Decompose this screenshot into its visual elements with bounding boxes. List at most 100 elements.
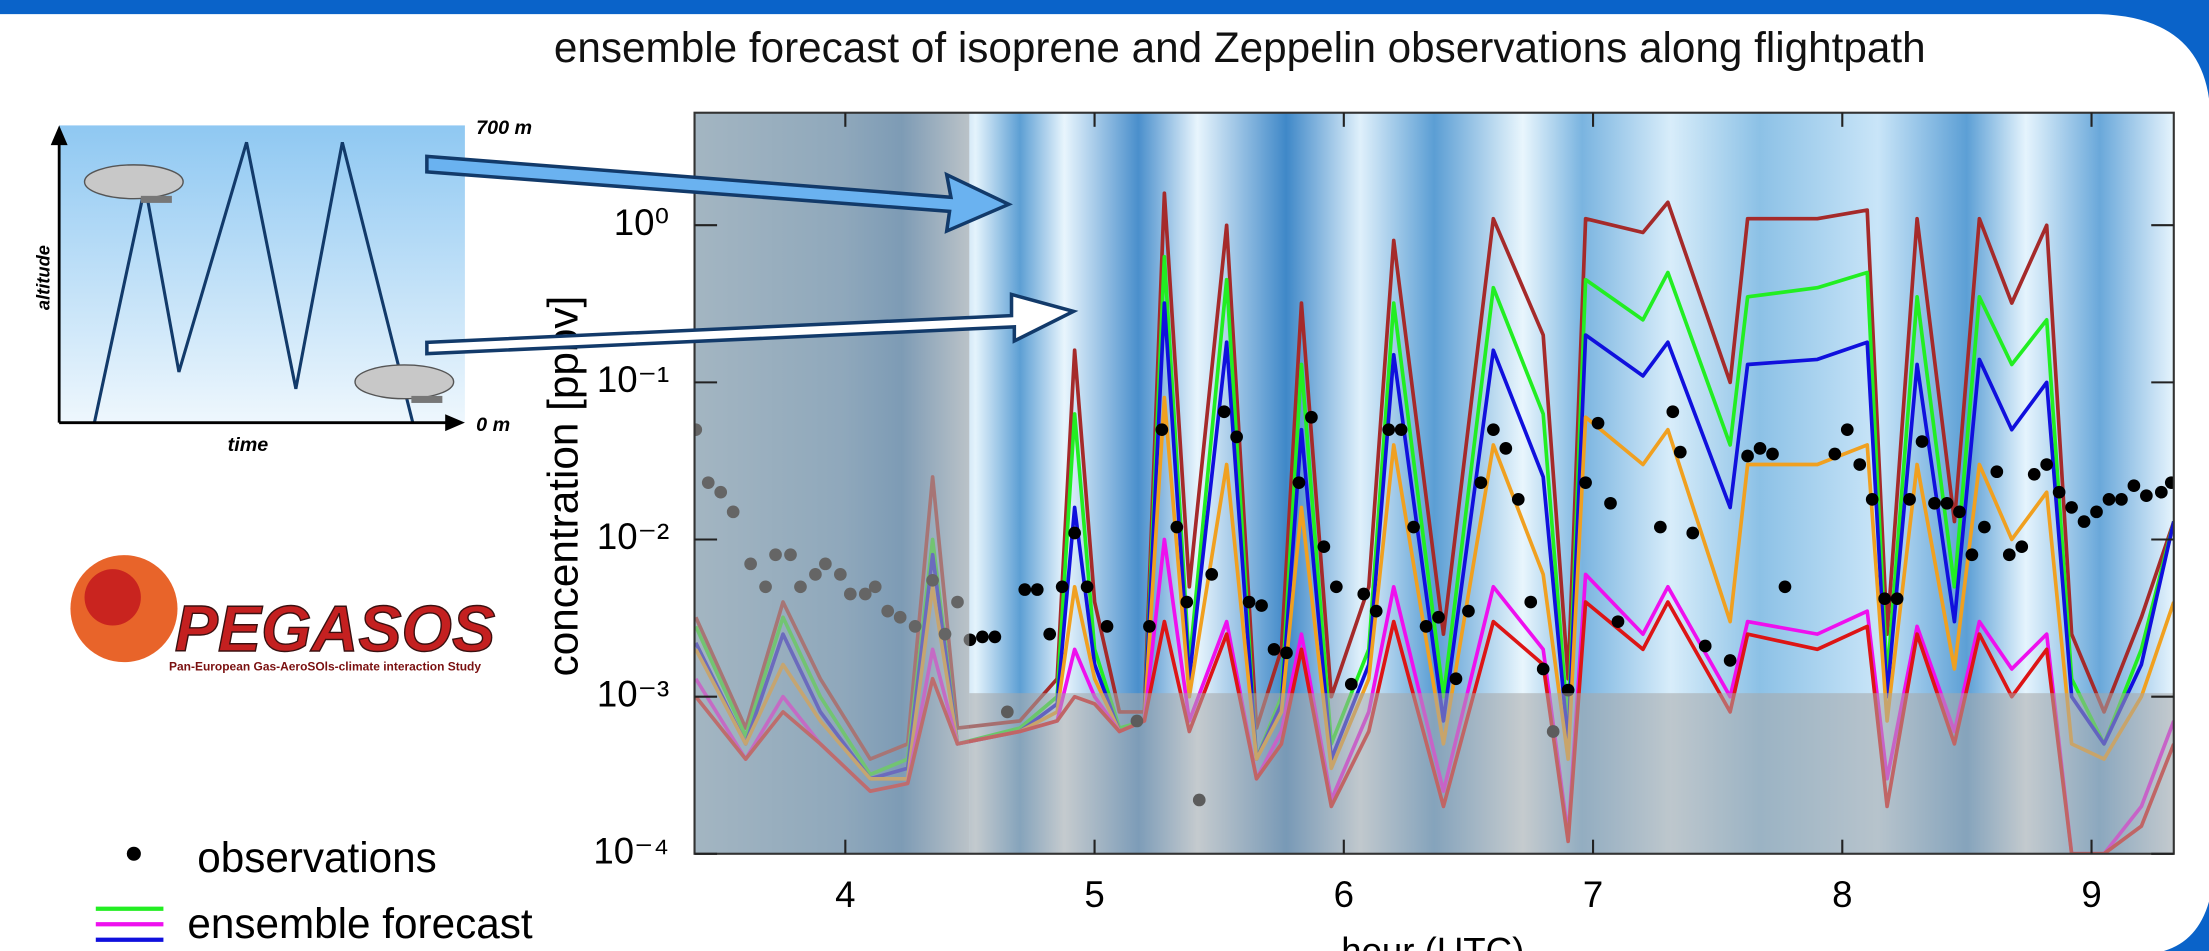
observation-point [1100, 620, 1114, 633]
observation-point [2052, 485, 2066, 499]
observation-point [1242, 595, 1256, 609]
observation-point [1511, 493, 1525, 506]
observation-point [2115, 493, 2128, 506]
legend-marker [126, 846, 141, 861]
observation-point [1080, 580, 1094, 594]
observation-point [2002, 548, 2016, 562]
gondola [411, 395, 443, 403]
y-tick-label: 10⁻³ [597, 673, 669, 714]
observation-point [1903, 493, 1916, 506]
y-tick-label: 10⁻² [597, 516, 669, 557]
observation-point [1474, 476, 1488, 490]
flight-diagram: 700 m 0 m altitude time [32, 117, 532, 456]
observation-point [1230, 430, 1243, 444]
observation-point [1965, 548, 1979, 562]
logo-subtitle: Pan-European Gas-AeroSOls-climate intera… [169, 660, 481, 674]
chart-title: ensemble forecast of isoprene and Zeppel… [554, 24, 1926, 71]
logo: PEGASOS Pan-European Gas-AeroSOls-climat… [61, 549, 496, 680]
gondola [140, 195, 172, 203]
legend: observations ensemble forecast [95, 834, 533, 947]
top-label: 700 m [476, 117, 532, 139]
observation-point [1267, 642, 1281, 656]
observation-point [1591, 416, 1605, 430]
observation-point [1698, 639, 1712, 653]
time-label: time [228, 434, 269, 456]
observation-point [2040, 458, 2054, 471]
observation-point [1828, 447, 1842, 461]
observation-point [1449, 672, 1463, 686]
observation-point [1394, 423, 1408, 437]
observation-point [1255, 599, 1268, 612]
x-tick-label: 9 [2081, 874, 2101, 915]
observation-point [1043, 627, 1057, 641]
observation-point [1890, 592, 1904, 606]
observation-point [2090, 505, 2103, 519]
observation-point [2140, 489, 2153, 503]
zeppelin [354, 364, 455, 400]
observation-point [1978, 520, 1991, 534]
observation-point [1499, 442, 1513, 455]
y-axis-label: concentration [ppbv] [540, 296, 587, 677]
observation-point [1317, 540, 1331, 554]
observation-point [1766, 447, 1779, 461]
observation-point [1723, 654, 1737, 667]
observation-point [1305, 410, 1318, 424]
shaded-region [969, 693, 2174, 854]
observation-point [1686, 526, 1700, 540]
observation-point [2065, 501, 2078, 514]
observation-point [1853, 458, 1867, 471]
zeppelin [83, 164, 184, 200]
observation-point [1840, 423, 1854, 437]
observation-point [1143, 620, 1156, 633]
observation-point [1928, 496, 1941, 510]
observation-point [1604, 496, 1617, 510]
observation-point [1382, 423, 1396, 437]
legend-label: observations [197, 834, 437, 881]
observation-point [2164, 476, 2174, 490]
x-axis-label: hour (UTC) [1341, 930, 1524, 951]
observation-point [1536, 662, 1550, 676]
observation-point [1753, 442, 1767, 455]
observation-point [1865, 493, 1879, 506]
observation-point [1018, 583, 1032, 596]
observation-point [1462, 604, 1475, 618]
pointer-arrow [425, 154, 1013, 234]
corner-accent [2163, 901, 2209, 951]
y-tick-label: 10⁻⁴ [593, 830, 669, 871]
observation-point [1369, 604, 1383, 618]
observation-point [1217, 405, 1231, 419]
observation-point [1030, 583, 1044, 596]
x-tick-label: 8 [1832, 874, 1852, 915]
observation-point [1180, 595, 1194, 609]
observation-point [1915, 435, 1929, 448]
observation-point [1579, 476, 1592, 490]
x-tick-label: 4 [835, 874, 855, 915]
observation-point [1170, 520, 1184, 534]
observation-point [1654, 520, 1667, 534]
observation-point [2027, 467, 2041, 481]
x-tick-label: 5 [1084, 874, 1104, 915]
observation-point [1611, 615, 1625, 629]
y-tick-label: 10⁰ [614, 202, 669, 243]
observation-point [1432, 610, 1445, 624]
observation-point [1357, 587, 1371, 601]
altitude-label: altitude [32, 245, 53, 310]
observation-point [1878, 592, 1892, 606]
observation-point [2127, 479, 2141, 493]
observation-point [988, 630, 1002, 644]
observation-point [1419, 620, 1433, 633]
axes: 10⁻⁴ 10⁻³ 10⁻² 10⁻¹ 10⁰ 4 5 6 7 8 9 [593, 112, 2174, 915]
observation-point [1407, 520, 1420, 534]
shaded-region [694, 112, 970, 854]
legend-label: ensemble forecast [187, 900, 532, 947]
observation-point [1155, 423, 1169, 437]
y-tick-label: 10⁻¹ [597, 359, 669, 400]
logo-globe [84, 569, 141, 626]
observation-point [1055, 580, 1069, 594]
top-bar [0, 0, 2209, 99]
observation-point [2102, 493, 2116, 506]
observation-point [1524, 595, 1538, 609]
pointer-arrow [425, 292, 1079, 356]
observation-point [976, 630, 989, 644]
